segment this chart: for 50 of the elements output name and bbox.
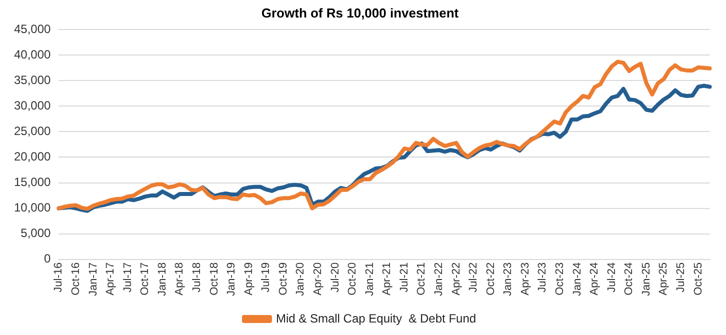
x-tick-label: Oct-23 <box>554 262 566 296</box>
x-tick-label: Apr-24 <box>588 262 601 296</box>
x-tick-label: Oct-20 <box>346 262 359 296</box>
x-tick-label: Apr-21 <box>381 262 394 296</box>
y-tick-label: 20,000 <box>14 150 52 164</box>
x-tick-label: Jul-17 <box>122 262 134 292</box>
x-tick-label: Oct-19 <box>277 262 290 296</box>
x-tick-label: Jul-21 <box>398 262 410 292</box>
x-tick-label: Oct-24 <box>623 262 636 296</box>
x-tick-label: Apr-18 <box>174 262 186 296</box>
y-tick-label: 25,000 <box>14 124 52 138</box>
chart-title: Growth of Rs 10,000 investment <box>261 5 460 20</box>
x-tick-label: Jan-24 <box>571 262 584 296</box>
x-tick-label: Jul-25 <box>675 262 688 292</box>
x-tick-label: Oct-16 <box>70 262 82 296</box>
x-tick-label: Apr-19 <box>242 262 255 296</box>
y-tick-label: 35,000 <box>14 72 52 87</box>
x-tick-label: Jul-23 <box>536 262 549 292</box>
x-tick-label: Jul-18 <box>191 262 204 292</box>
x-tick-label: Jul-16 <box>52 262 65 292</box>
legend-label: Mid & Small Cap Equity & Debt Fund <box>276 311 476 326</box>
x-tick-label: Jan-22 <box>433 262 446 296</box>
y-tick-label: 0 <box>44 252 52 266</box>
y-tick-label: 45,000 <box>14 22 52 36</box>
x-tick-label: Jan-17 <box>87 262 100 296</box>
x-tick-label: Jan-20 <box>294 262 307 296</box>
x-tick-label: Apr-25 <box>658 262 670 296</box>
y-tick-label: 15,000 <box>14 175 52 190</box>
x-tick-label: Oct-22 <box>484 262 497 296</box>
x-tick-label: Oct-18 <box>208 262 220 296</box>
x-tick-label: Jan-25 <box>640 262 652 296</box>
y-tick-label: 10,000 <box>14 200 52 215</box>
x-tick-label: Apr-23 <box>519 262 532 296</box>
y-tick-label: 30,000 <box>14 98 52 112</box>
x-tick-label: Jul-19 <box>260 262 272 292</box>
x-tick-label: Jul-24 <box>606 262 618 292</box>
x-tick-label: Oct-25 <box>692 262 704 296</box>
y-tick-label: 40,000 <box>14 47 52 62</box>
x-tick-label: Jan-21 <box>364 262 376 296</box>
x-tick-label: Oct-21 <box>416 262 428 296</box>
x-tick-label: Apr-22 <box>450 262 462 296</box>
x-tick-label: Jan-18 <box>156 262 168 296</box>
y-tick-label: 5,000 <box>20 226 52 240</box>
x-tick-label: Jan-23 <box>502 262 514 296</box>
x-tick-label: Jul-22 <box>468 262 480 292</box>
x-tick-label: Apr-17 <box>104 262 117 296</box>
x-tick-label: Jan-19 <box>226 262 238 296</box>
x-tick-label: Oct-17 <box>139 262 152 296</box>
x-tick-label: Apr-20 <box>312 262 324 296</box>
x-tick-label: Jul-20 <box>329 262 342 292</box>
